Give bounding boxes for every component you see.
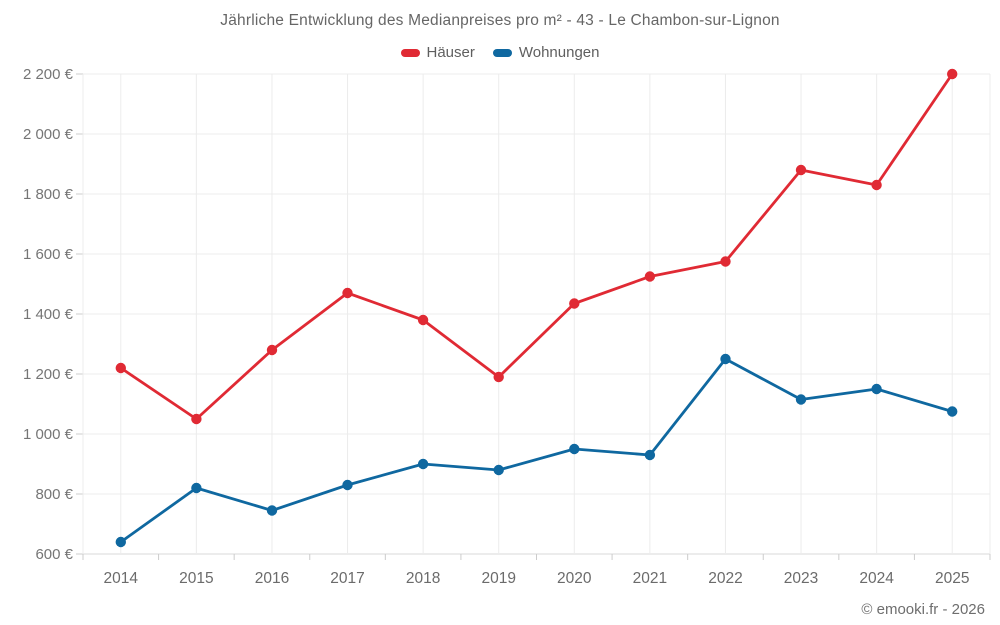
- x-tick-label: 2015: [179, 570, 213, 587]
- x-tick-label: 2021: [633, 570, 667, 587]
- y-tick-label: 1 600 €: [23, 246, 74, 263]
- data-point-hauser-2018[interactable]: [417, 314, 429, 326]
- data-point-wohnungen-2022[interactable]: [720, 353, 731, 365]
- x-tick-label: 2023: [784, 570, 818, 587]
- x-tick-label: 2018: [406, 570, 440, 587]
- y-tick-label: 1 800 €: [23, 186, 74, 203]
- data-point-hauser-2016[interactable]: [266, 344, 278, 356]
- data-point-wohnungen-2019[interactable]: [493, 464, 504, 476]
- y-tick-label: 800 €: [35, 486, 73, 503]
- data-point-wohnungen-2025[interactable]: [947, 406, 958, 417]
- x-tick-label: 2024: [859, 570, 894, 587]
- data-point-hauser-2025[interactable]: [947, 68, 958, 80]
- x-tick-label: 2020: [557, 570, 592, 587]
- legend-item-hauser[interactable]: Häuser: [400, 44, 475, 61]
- data-point-wohnungen-2023[interactable]: [795, 394, 807, 405]
- x-tick-label: 2025: [935, 570, 969, 587]
- data-point-wohnungen-2020[interactable]: [569, 443, 580, 455]
- legend: Häuser Wohnungen: [0, 44, 1000, 61]
- x-tick-label: 2017: [330, 570, 364, 587]
- data-point-wohnungen-2017[interactable]: [342, 479, 353, 491]
- x-tick-label: 2014: [104, 570, 139, 587]
- y-tick-label: 2 000 €: [23, 126, 74, 143]
- y-tick-label: 600 €: [35, 546, 73, 563]
- data-point-wohnungen-2021[interactable]: [644, 449, 656, 461]
- series-line-hauser: [119, 72, 954, 421]
- legend-item-wohnungen[interactable]: Wohnungen: [492, 44, 600, 61]
- data-point-hauser-2015[interactable]: [191, 413, 202, 425]
- series-line-wohnungen: [119, 357, 954, 544]
- legend-swatch-wohnungen-icon: [492, 48, 512, 57]
- data-point-wohnungen-2016[interactable]: [266, 505, 278, 516]
- y-tick-label: 1 400 €: [23, 306, 74, 323]
- legend-swatch-hauser-icon: [400, 48, 420, 57]
- data-point-wohnungen-2014[interactable]: [115, 536, 127, 548]
- y-tick-label: 1 000 €: [23, 426, 74, 443]
- data-point-wohnungen-2024[interactable]: [871, 383, 882, 395]
- data-point-hauser-2014[interactable]: [115, 362, 127, 374]
- y-tick-label: 1 200 €: [23, 366, 74, 383]
- legend-label-wohnungen: Wohnungen: [518, 44, 600, 61]
- data-point-hauser-2024[interactable]: [871, 179, 882, 191]
- x-tick-label: 2022: [708, 570, 742, 587]
- data-point-hauser-2021[interactable]: [644, 271, 656, 282]
- x-tick-label: 2016: [255, 570, 289, 587]
- data-point-hauser-2023[interactable]: [795, 164, 807, 176]
- chart-title: Jährliche Entwicklung des Medianpreises …: [220, 12, 780, 29]
- data-point-hauser-2019[interactable]: [493, 371, 504, 383]
- y-tick-label: 2 200 €: [23, 66, 74, 83]
- x-tick-label: 2019: [481, 570, 515, 587]
- data-point-hauser-2020[interactable]: [569, 298, 580, 309]
- data-point-hauser-2022[interactable]: [720, 256, 731, 267]
- copyright-text: © emooki.fr - 2026: [861, 601, 985, 618]
- legend-label-hauser: Häuser: [426, 44, 475, 61]
- data-point-hauser-2017[interactable]: [342, 287, 353, 299]
- data-point-wohnungen-2018[interactable]: [417, 458, 429, 470]
- data-point-wohnungen-2015[interactable]: [191, 482, 202, 494]
